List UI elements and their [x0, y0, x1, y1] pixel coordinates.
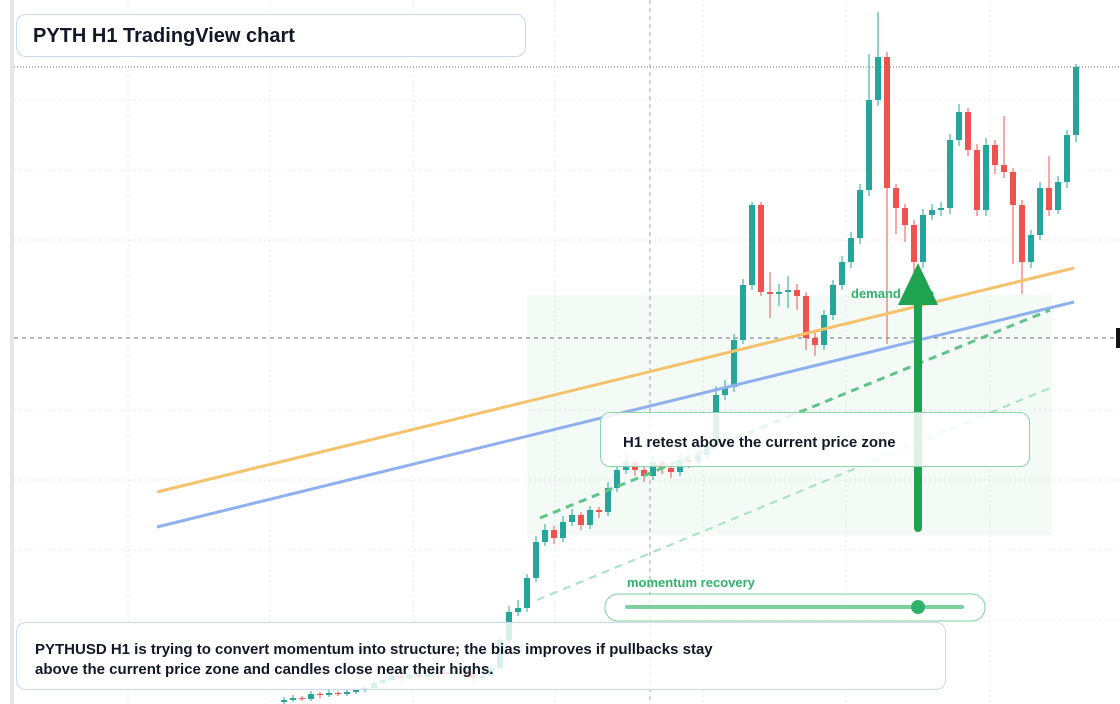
candle-body [929, 210, 935, 215]
annotation: H1 retest above the current price zone [600, 412, 1030, 467]
candle-body [1073, 67, 1079, 135]
candle-body [1019, 205, 1025, 262]
candle-body [911, 225, 917, 262]
candle-body [875, 57, 881, 100]
candle-body [668, 468, 674, 472]
candle-body [902, 208, 908, 225]
candle-body [560, 522, 566, 538]
candle-body [650, 462, 656, 476]
candle-body [839, 262, 845, 285]
candle-body [317, 694, 323, 695]
candle-body [308, 694, 314, 699]
candle-body [605, 488, 611, 512]
price-tag [1116, 328, 1120, 348]
candle-body [578, 515, 584, 525]
candle-body [524, 578, 530, 608]
arrow-head [898, 263, 938, 305]
candle-body [785, 290, 791, 292]
candle-body [776, 292, 782, 294]
candle-body [938, 208, 944, 210]
candle-body [974, 150, 980, 210]
candle-body [1046, 188, 1052, 210]
title: PYTH H1 TradingView chart [16, 14, 526, 57]
candle-body [353, 690, 359, 692]
candle-body [587, 510, 593, 525]
candle-body [1028, 235, 1034, 262]
candle-body [290, 698, 296, 700]
candle-body [767, 292, 773, 294]
candle-body [893, 188, 899, 208]
candle-body [641, 470, 647, 476]
caption: PYTHUSD H1 is trying to convert momentum… [16, 622, 946, 690]
candle-body [596, 510, 602, 512]
candle-body [1010, 172, 1016, 205]
momentum-label: momentum recovery [627, 575, 756, 590]
candle-body [731, 340, 737, 387]
candle-body [542, 530, 548, 542]
candle-body [533, 542, 539, 578]
candle-body [551, 530, 557, 538]
candle-body [722, 387, 728, 395]
grid [14, 0, 1120, 704]
candle-body [614, 470, 620, 488]
caption-text: PYTHUSD H1 is trying to convert momentum… [35, 641, 713, 678]
candle-body [1037, 188, 1043, 235]
candle-body [299, 698, 305, 699]
candle-body [749, 205, 755, 285]
candle-body [515, 608, 521, 612]
candle-body [1055, 182, 1061, 210]
candle-body [758, 205, 764, 292]
left-strip [10, 0, 14, 704]
candle-body [344, 692, 350, 694]
candle-body [965, 112, 971, 150]
candle-body [812, 338, 818, 345]
candle-body [920, 215, 926, 262]
candle-body [857, 190, 863, 238]
candle-body [956, 112, 962, 140]
candle-body [740, 285, 746, 340]
candle-body [947, 140, 953, 208]
candle-body [326, 693, 332, 695]
candle-body [992, 145, 998, 165]
candle-body [884, 57, 890, 188]
momentum-dot [911, 600, 925, 614]
candle-body [983, 145, 989, 210]
trend-green [539, 308, 1051, 520]
candle-body [866, 100, 872, 190]
candle-body [335, 693, 341, 694]
candle-body [1001, 165, 1007, 172]
candle-body [281, 700, 287, 702]
candle-body [803, 296, 809, 338]
candle-body [830, 285, 836, 315]
candle-body [1064, 135, 1070, 182]
candle-body [569, 515, 575, 522]
candle-body [794, 290, 800, 296]
candle-body [848, 238, 854, 262]
